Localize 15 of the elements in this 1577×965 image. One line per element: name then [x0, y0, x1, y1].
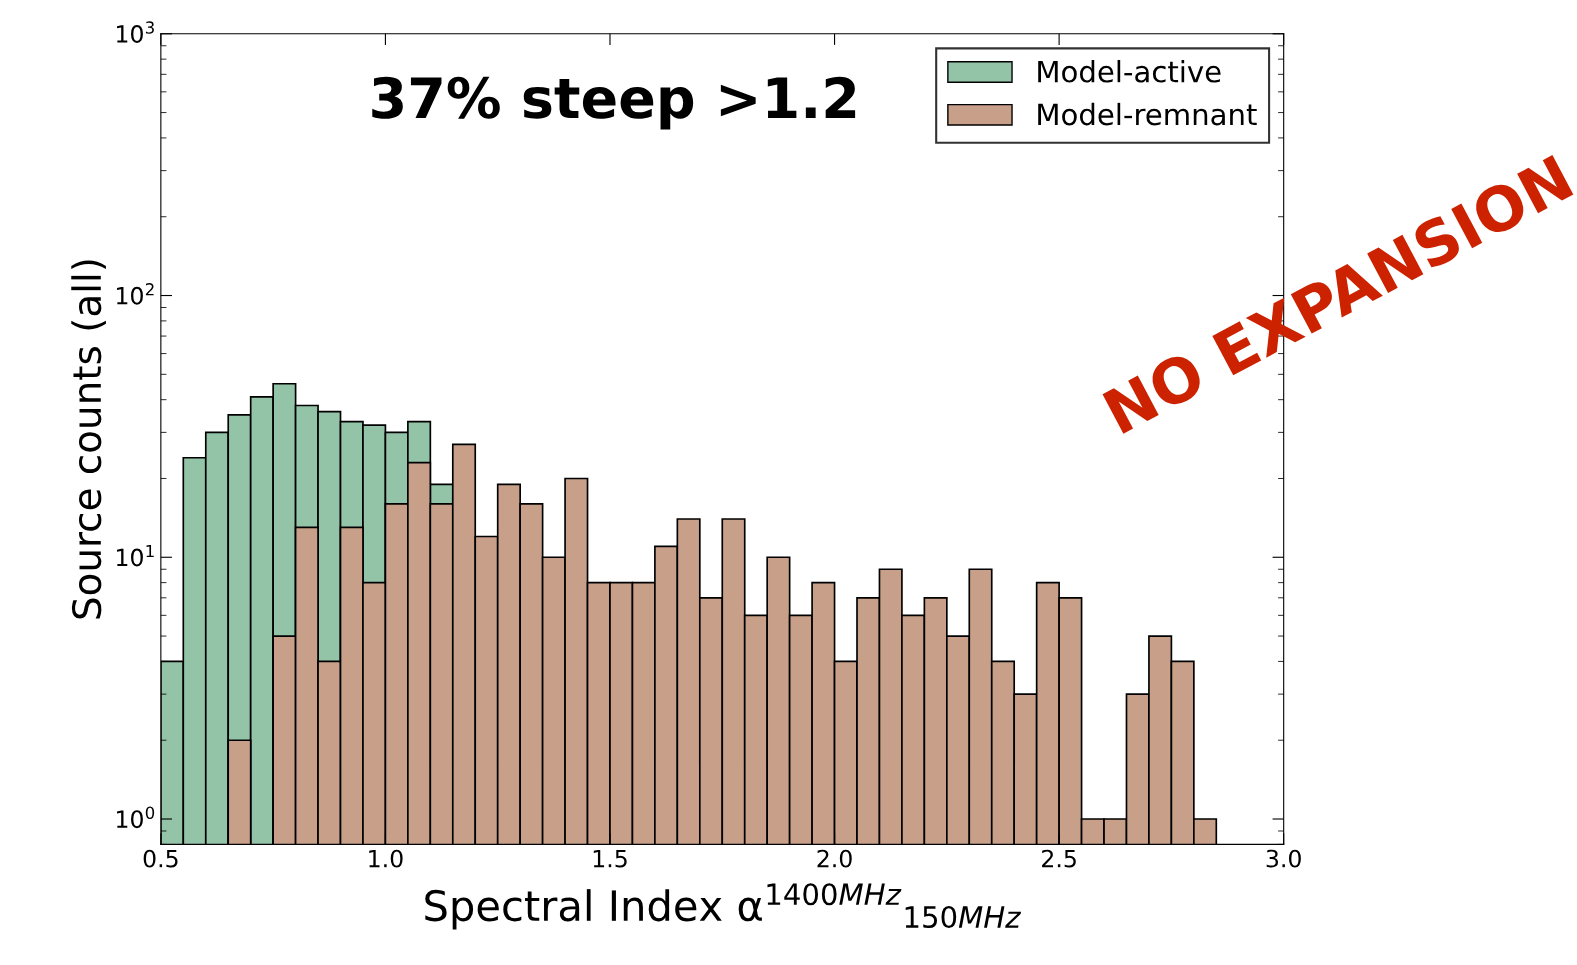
y-tick-label: 10$^{2}$ [117, 283, 154, 305]
x-axis-title: Spectral Index α$^{1400MHz}$$_{150MHz}$ [425, 883, 1022, 930]
x-tick-label: 2.5 [1042, 849, 1076, 868]
legend-label: Model-remnant [1038, 102, 1257, 126]
x-tick-label: 3.0 [1266, 849, 1301, 868]
y-tick-label: 10$^{0}$ [117, 806, 155, 829]
x-tick-label: 2.0 [817, 849, 852, 868]
y-axis-title: Source counts (all) [71, 260, 106, 619]
annotation: 37% steep >1.2 [372, 76, 856, 130]
x-tick-label: 0.5 [143, 849, 178, 868]
x-tick-label: 1.5 [593, 849, 627, 868]
y-tick-label: 10$^{3}$ [117, 21, 154, 43]
legend-label: Model-active [1038, 60, 1221, 83]
x-tick-label: 1.0 [369, 849, 403, 868]
y-tick-label: 10$^{1}$ [117, 544, 154, 567]
